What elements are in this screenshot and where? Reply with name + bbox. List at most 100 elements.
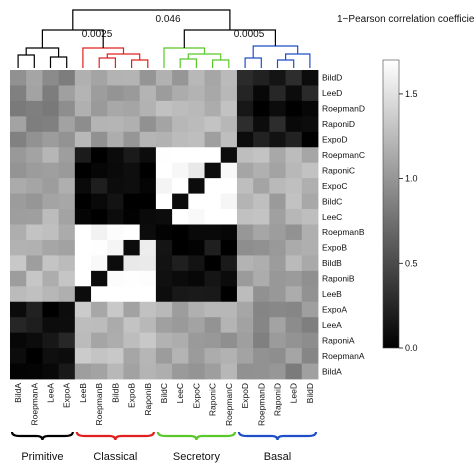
dendrogram-branch (212, 59, 230, 68)
heatmap-cell (42, 286, 60, 303)
heatmap-cell (74, 239, 92, 256)
dendro-annotation-right: 0.0005 (234, 29, 265, 40)
heatmap-cell (269, 348, 286, 364)
group-label: Secretory (173, 451, 221, 463)
heatmap-cell (74, 178, 92, 194)
heatmap-cell (74, 301, 92, 318)
dendrogram-branch (17, 54, 35, 68)
heatmap-cell (91, 332, 108, 349)
heatmap-cell (10, 332, 27, 349)
heatmap-cell (253, 178, 270, 194)
heatmap-cell (42, 332, 60, 349)
heatmap-cell (301, 224, 319, 241)
heatmap-cell (236, 348, 254, 364)
dendrogram-annotations: 0.046 0.0025 0.0005 (82, 14, 265, 40)
heatmap-cell (301, 286, 319, 303)
heatmap-cell (155, 270, 173, 287)
heatmap-cell (42, 178, 60, 194)
dendrogram-branch (106, 53, 141, 60)
heatmap-cell (204, 131, 222, 148)
heatmap-cell (91, 301, 108, 318)
heatmap-cell (107, 209, 124, 225)
heatmap-cell (172, 100, 189, 117)
heatmap-cell (91, 178, 108, 194)
heatmap-cell (253, 100, 270, 117)
heatmap-cell (269, 100, 286, 117)
heatmap-cell (58, 301, 76, 318)
heatmap-cell (220, 178, 238, 194)
heatmap-cell (107, 224, 124, 241)
heatmap-cell (139, 100, 157, 117)
heatmap-cell (285, 193, 303, 210)
heatmap-cell (220, 147, 238, 164)
heatmap-cell (204, 162, 222, 179)
heatmap-cell (58, 286, 76, 303)
heatmap-cell (155, 100, 173, 117)
heatmap-cell (269, 131, 286, 148)
heatmap-cell (42, 363, 60, 380)
heatmap-cell (188, 100, 205, 117)
colorbar-tick-label: 1.0 (405, 174, 418, 184)
heatmap-cell (172, 162, 189, 179)
group-brace (75, 431, 155, 441)
heatmap-cell (107, 131, 124, 148)
heatmap-cell (10, 209, 27, 225)
heatmap-cell (58, 239, 76, 256)
column-label: BildB (110, 383, 120, 403)
column-label: LeeB (78, 383, 88, 403)
heatmap-cell (220, 162, 238, 179)
heatmap-cell (155, 301, 173, 318)
heatmap-cell (269, 301, 286, 318)
heatmap-cell (123, 255, 141, 272)
heatmap-cell (155, 85, 173, 102)
heatmap-cell (253, 224, 270, 241)
heatmap-cell (155, 193, 173, 210)
heatmap-cell (269, 70, 286, 86)
heatmap-cell (26, 193, 43, 210)
heatmap-cell (172, 131, 189, 148)
heatmap-cell (91, 162, 108, 179)
heatmap-cell (74, 348, 92, 364)
heatmap-cell (188, 348, 205, 364)
heatmap-cell (139, 131, 157, 148)
heatmap-cell (269, 178, 286, 194)
heatmap-cell (107, 270, 124, 287)
heatmap-cell (301, 193, 319, 210)
heatmap-cell (91, 100, 108, 117)
heatmap-cell (220, 131, 238, 148)
heatmap-cell (26, 116, 43, 133)
heatmap-cell (253, 332, 270, 349)
heatmap-cell (285, 70, 303, 86)
heatmap-cell (123, 85, 141, 102)
heatmap-cell (10, 348, 27, 364)
heatmap-cell (107, 332, 124, 349)
row-label: BildD (322, 73, 342, 83)
column-label: RoepmanC (224, 383, 234, 426)
heatmap-cell (123, 286, 141, 303)
heatmap-cell (301, 70, 319, 86)
heatmap-cell (188, 239, 205, 256)
heatmap-cell (188, 255, 205, 272)
heatmap-cell (172, 178, 189, 194)
heatmap-cell (58, 100, 76, 117)
heatmap-cell (139, 116, 157, 133)
row-label: RoepmanD (322, 104, 365, 114)
heatmap-cell (42, 224, 60, 241)
heatmap-cell (155, 162, 173, 179)
heatmap-cell (301, 255, 319, 272)
heatmap-cell (220, 70, 238, 86)
heatmap-cell (139, 162, 157, 179)
heatmap-cell (123, 224, 141, 241)
colorbar-tick-label: 0.0 (405, 343, 418, 353)
heatmap-cell (74, 131, 92, 148)
heatmap-cell (91, 85, 108, 102)
heatmap-cell (285, 178, 303, 194)
dendrogram-branch (49, 56, 68, 68)
heatmap-cell (91, 239, 108, 256)
heatmap-cell (74, 193, 92, 210)
heatmap-cell (107, 147, 124, 164)
heatmap-cell (123, 270, 141, 287)
heatmap-cell (301, 332, 319, 349)
heatmap-cell (91, 224, 108, 241)
heatmap-cell (172, 147, 189, 164)
